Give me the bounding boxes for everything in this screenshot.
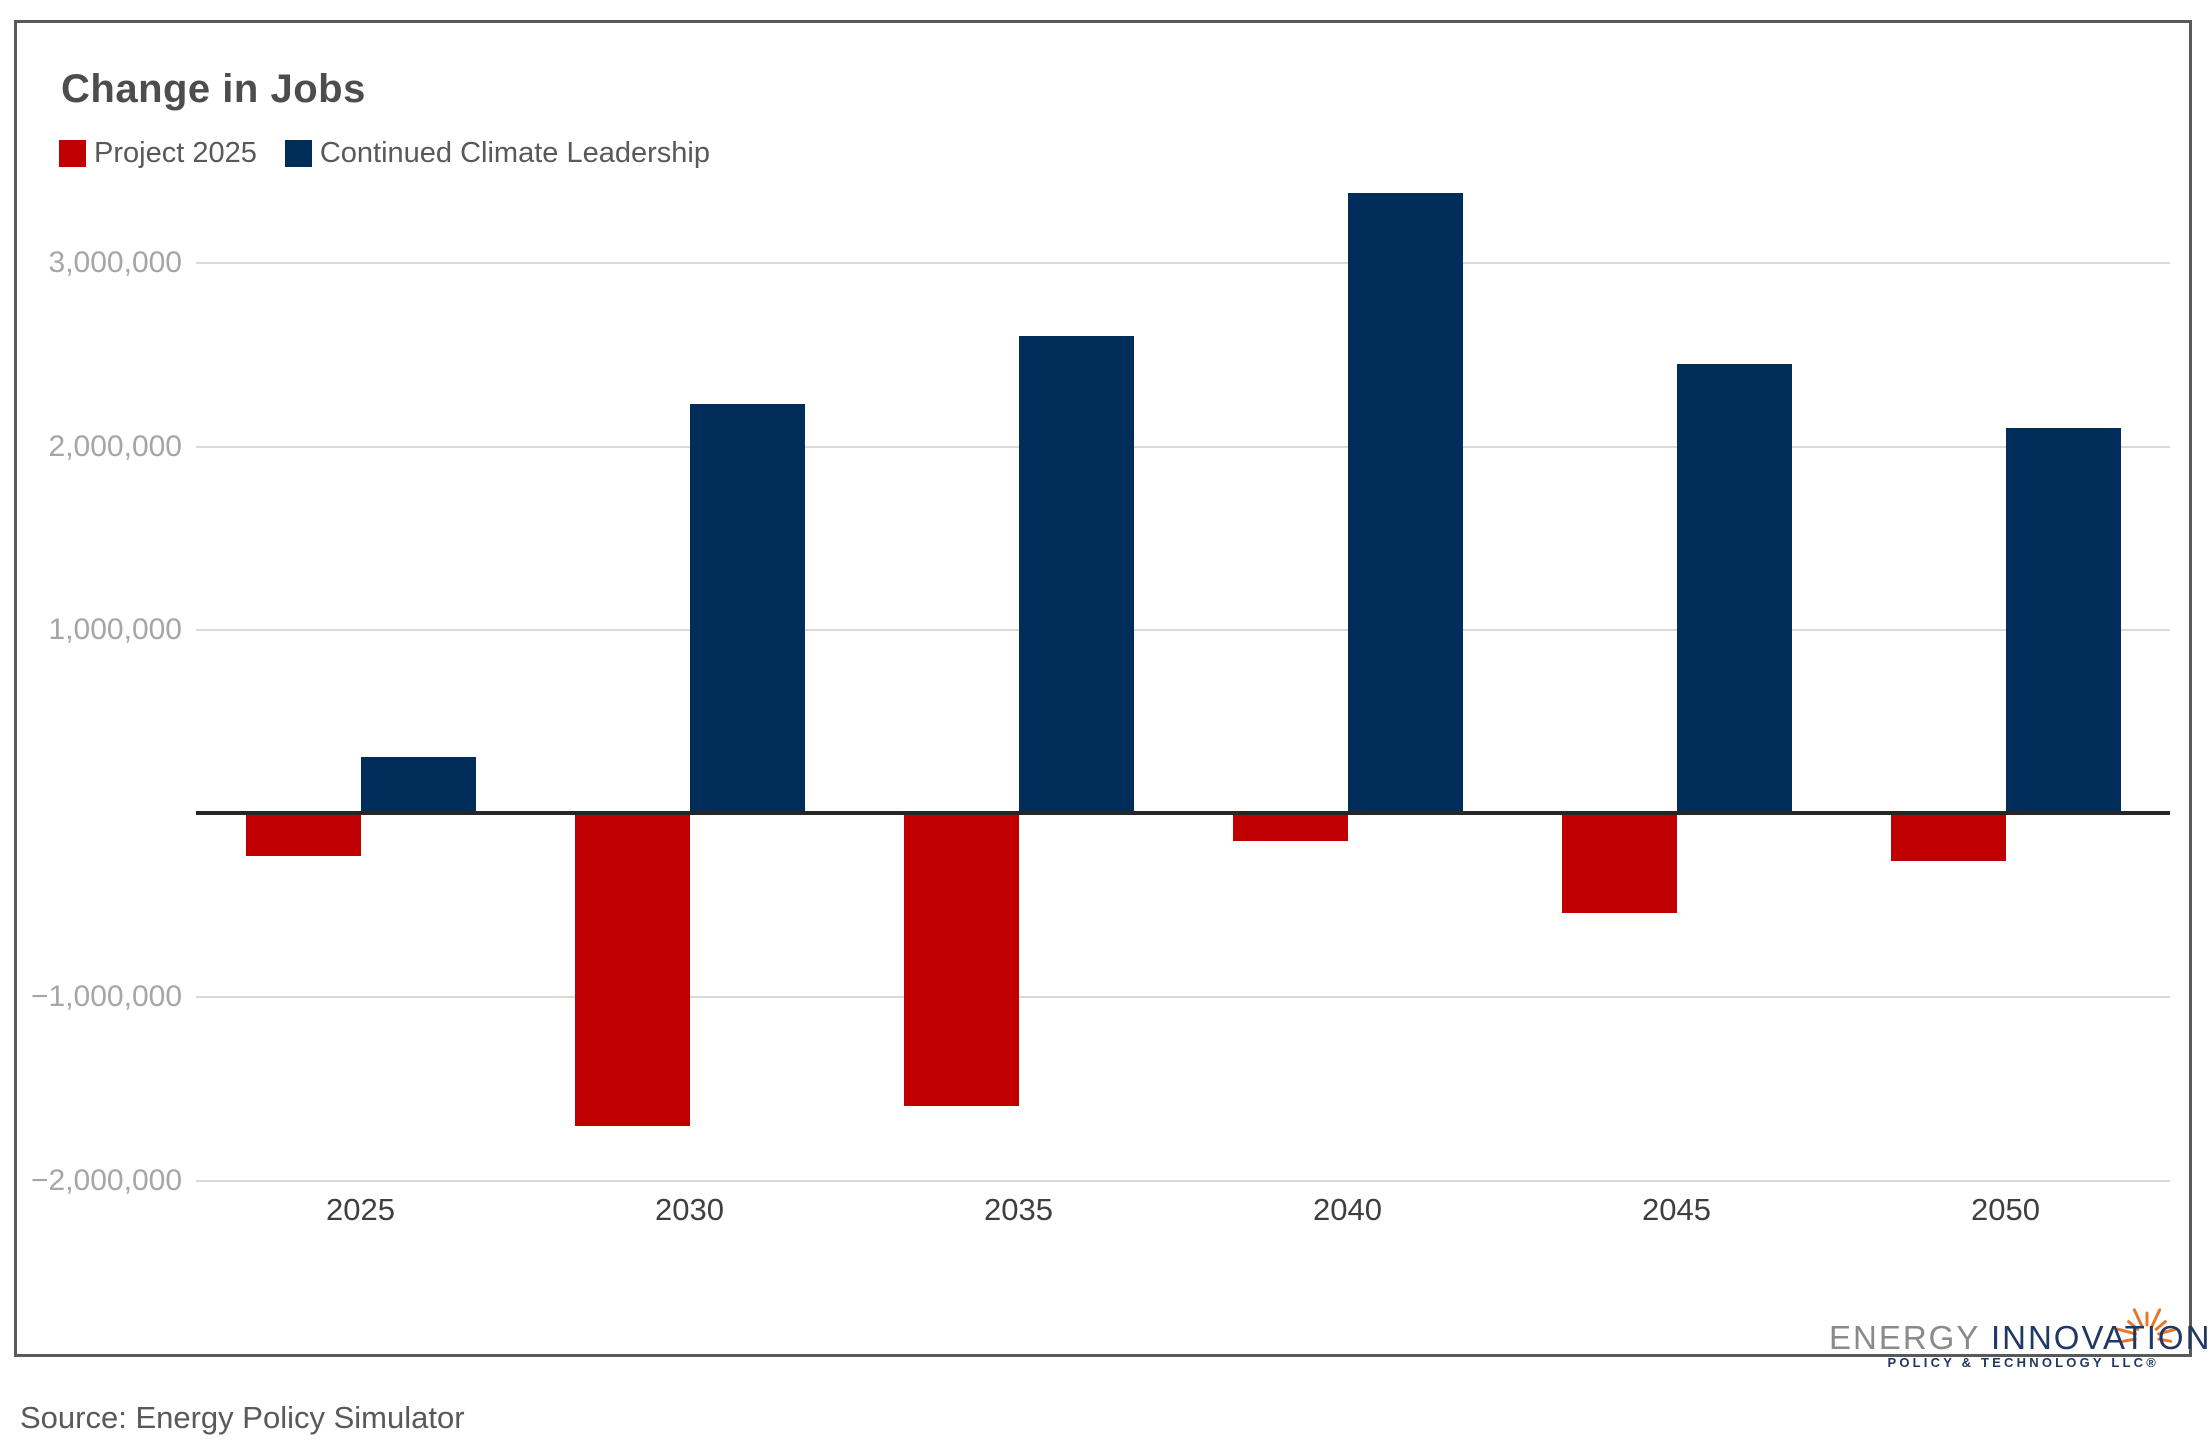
chart-title: Change in Jobs xyxy=(61,67,366,111)
legend-swatch-continued-climate-leadership xyxy=(284,140,312,167)
y-axis-tick-label: −2,000,000 xyxy=(31,1163,182,1197)
source-note: Source: Energy Policy Simulator xyxy=(20,1400,465,1435)
bar-project-2025-2035 xyxy=(903,813,1019,1106)
bar-continued-climate-leadership-2050 xyxy=(2005,428,2121,814)
legend-label-continued-climate-leadership: Continued Climate Leadership xyxy=(319,137,710,169)
y-gridline-2,000,000 xyxy=(196,445,2170,448)
logo-energy-text: ENERGY xyxy=(1829,1319,1980,1356)
sunburst-icon xyxy=(2117,1308,2178,1343)
bar-project-2025-2030 xyxy=(574,813,690,1126)
bar-continued-climate-leadership-2030 xyxy=(689,404,805,814)
y-gridline-−1,000,000 xyxy=(196,996,2170,999)
y-axis-tick-label: −1,000,000 xyxy=(31,980,182,1014)
bar-continued-climate-leadership-2025 xyxy=(360,756,476,814)
y-gridline-3,000,000 xyxy=(196,261,2170,264)
zero-axis-line xyxy=(196,811,2170,815)
legend-item-continued-climate-leadership: Continued Climate Leadership xyxy=(284,137,710,170)
bar-project-2025-2050 xyxy=(1890,813,2006,862)
logo-tagline-text: POLICY & TECHNOLOGY LLC® xyxy=(1887,1355,2159,1370)
x-axis-tick-label-2045: 2045 xyxy=(1642,1192,1711,1227)
x-axis-tick-label-2050: 2050 xyxy=(1971,1192,2040,1227)
logo-innovation-text: INNOVATION xyxy=(1990,1319,2212,1356)
bar-project-2025-2045 xyxy=(1561,813,1677,913)
legend-swatch-project-2025 xyxy=(59,140,86,167)
legend-label-project-2025: Project 2025 xyxy=(94,137,257,169)
y-axis-tick-label: 3,000,000 xyxy=(48,245,182,279)
y-axis-tick-label: 2,000,000 xyxy=(48,429,182,463)
y-gridline-−2,000,000 xyxy=(196,1179,2170,1182)
x-axis-tick-label-2030: 2030 xyxy=(655,1192,724,1227)
logo-wordmark: ENERGY INNOVATION xyxy=(1829,1319,2209,1357)
bar-project-2025-2025 xyxy=(245,813,361,856)
bar-project-2025-2040 xyxy=(1232,813,1348,842)
bar-continued-climate-leadership-2040 xyxy=(1347,193,1463,814)
bar-continued-climate-leadership-2035 xyxy=(1018,336,1134,814)
y-axis-tick-label: 1,000,000 xyxy=(48,613,182,647)
y-gridline-1,000,000 xyxy=(196,629,2170,632)
x-axis-tick-label-2035: 2035 xyxy=(984,1192,1053,1227)
legend: Project 2025 Continued Climate Leadershi… xyxy=(59,137,710,170)
legend-item-project-2025: Project 2025 xyxy=(59,137,257,170)
bar-continued-climate-leadership-2045 xyxy=(1676,363,1792,814)
x-axis-tick-label-2025: 2025 xyxy=(326,1192,395,1227)
x-axis-tick-label-2040: 2040 xyxy=(1313,1192,1382,1227)
energy-innovation-logo: ENERGY INNOVATION POLICY & TECHNOLOGY LL… xyxy=(1829,1285,2209,1371)
